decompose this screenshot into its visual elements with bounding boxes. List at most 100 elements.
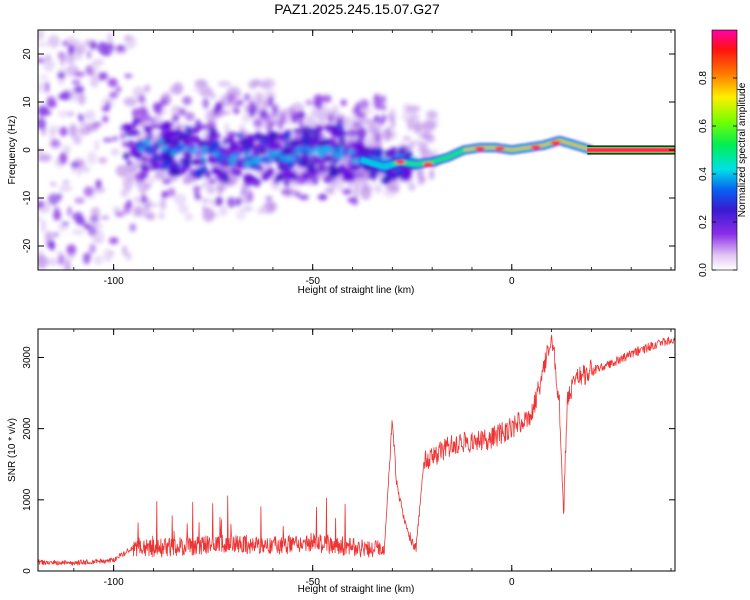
- heatmap-blob: [200, 150, 206, 156]
- heatmap-blob: [82, 252, 91, 265]
- heatmap-blob: [268, 120, 275, 129]
- heatmap-blob: [217, 155, 222, 161]
- heatmap-blob: [309, 168, 320, 177]
- heatmap-blob: [256, 208, 267, 215]
- heatmap-blob: [294, 149, 302, 155]
- heatmap-blob: [338, 154, 345, 160]
- heatmap-blob: [105, 100, 111, 111]
- heatmap-blob: [133, 116, 139, 125]
- heatmap-blob: [38, 105, 49, 117]
- heatmap-blob: [285, 155, 291, 162]
- snr-ytick-label: 3000: [22, 346, 33, 369]
- heatmap-blob: [311, 154, 319, 160]
- heatmap-blob: [373, 149, 383, 157]
- heatmap-blob: [328, 163, 336, 173]
- heatmap-blob: [365, 135, 377, 148]
- heatmap-blob: [161, 163, 168, 172]
- heatmap-blob: [102, 115, 109, 123]
- heatmap-blob: [406, 105, 421, 112]
- heatmap-blob: [266, 167, 275, 176]
- heatmap-blob: [248, 106, 256, 118]
- heatmap-blob: [210, 141, 221, 148]
- heatmap-blob: [242, 206, 253, 212]
- heatmap-blob: [132, 108, 139, 117]
- heatmap-blob: [213, 148, 222, 154]
- heatmap-blob: [143, 125, 153, 134]
- heatmap-blob: [308, 159, 317, 164]
- heatmap-blob: [107, 77, 118, 88]
- heatmap-blob: [235, 99, 244, 106]
- heatmap-blob: [125, 251, 132, 261]
- snr-ytick-label: 2000: [22, 417, 33, 440]
- heatmap-blob: [238, 158, 246, 162]
- heatmap-blob: [419, 141, 428, 153]
- heatmap-blob: [144, 84, 151, 93]
- heatmap-blob: [78, 92, 86, 106]
- heatmap-blob: [141, 194, 147, 204]
- heatmap-blob: [313, 94, 324, 104]
- colorbar-gradient: [711, 29, 738, 271]
- heatmap-blob: [140, 169, 146, 182]
- heatmap-blob: [202, 205, 207, 212]
- heatmap-blob: [335, 118, 344, 125]
- heatmap-blob: [125, 124, 134, 132]
- heatmap-blob: [122, 174, 130, 188]
- heatmap-blob: [272, 119, 280, 126]
- heatmap-blob: [112, 136, 119, 142]
- heatmap-blob: [344, 171, 354, 181]
- heatmap-blob: [256, 91, 263, 105]
- heatmap-blob: [150, 176, 156, 184]
- heatmap-blob: [347, 128, 357, 138]
- heatmap-blob: [93, 255, 104, 266]
- heatmap-blob: [140, 146, 146, 152]
- heatmap-blob: [138, 94, 146, 104]
- heatmap-blob: [58, 185, 73, 192]
- heatmap-blob: [261, 78, 276, 90]
- heatmap-blob: [158, 125, 171, 130]
- heatmap-blob: [175, 131, 186, 136]
- spectrogram-ytick-label: 10: [22, 96, 33, 108]
- heatmap-blob: [95, 180, 102, 189]
- heatmap-blob: [194, 169, 204, 178]
- colorbar-tick-label: 0.4: [698, 167, 709, 181]
- heatmap-blob: [228, 134, 235, 145]
- heatmap-blob: [266, 149, 272, 155]
- heatmap-blob: [355, 101, 360, 114]
- heatmap-blob: [160, 98, 167, 106]
- heatmap-blob: [229, 144, 241, 151]
- heatmap-blob: [303, 148, 310, 154]
- heatmap-blob: [278, 113, 287, 125]
- heatmap-blob: [390, 171, 398, 181]
- snr-ytick-label: 1000: [22, 488, 33, 511]
- heatmap-blob: [355, 171, 365, 179]
- heatmap-blob: [302, 171, 309, 180]
- spectrogram-ytick-label: -20: [22, 238, 33, 253]
- heatmap-blob: [131, 129, 141, 136]
- heatmap-blob: [87, 225, 97, 237]
- heatmap-blob: [236, 208, 246, 220]
- heatmap-blob: [178, 203, 189, 214]
- heatmap-blob: [243, 93, 251, 102]
- heatmap-blob: [398, 147, 405, 153]
- heatmap-blob: [125, 140, 137, 149]
- heatmap-blob: [68, 40, 83, 46]
- heatmap-blob: [247, 143, 254, 149]
- heatmap-blob: [139, 111, 151, 124]
- heatmap-blob: [252, 118, 263, 128]
- heatmap-blob: [171, 105, 181, 118]
- heatmap-blob: [92, 186, 106, 194]
- heatmap-blob: [153, 154, 160, 163]
- heatmap-blob: [426, 110, 438, 120]
- snr-ytick-label: 0: [22, 568, 33, 574]
- heatmap-blob: [192, 158, 198, 165]
- snr-xtick-label: -100: [104, 577, 124, 588]
- heatmap-blob: [260, 155, 269, 160]
- heatmap-blob: [299, 117, 304, 129]
- heatmap-blob: [124, 73, 133, 79]
- hot-spot: [550, 140, 561, 145]
- heatmap-blob: [202, 207, 215, 222]
- heatmap-blob: [85, 65, 94, 75]
- heatmap-blob: [321, 94, 332, 103]
- heatmap-blob: [137, 179, 148, 194]
